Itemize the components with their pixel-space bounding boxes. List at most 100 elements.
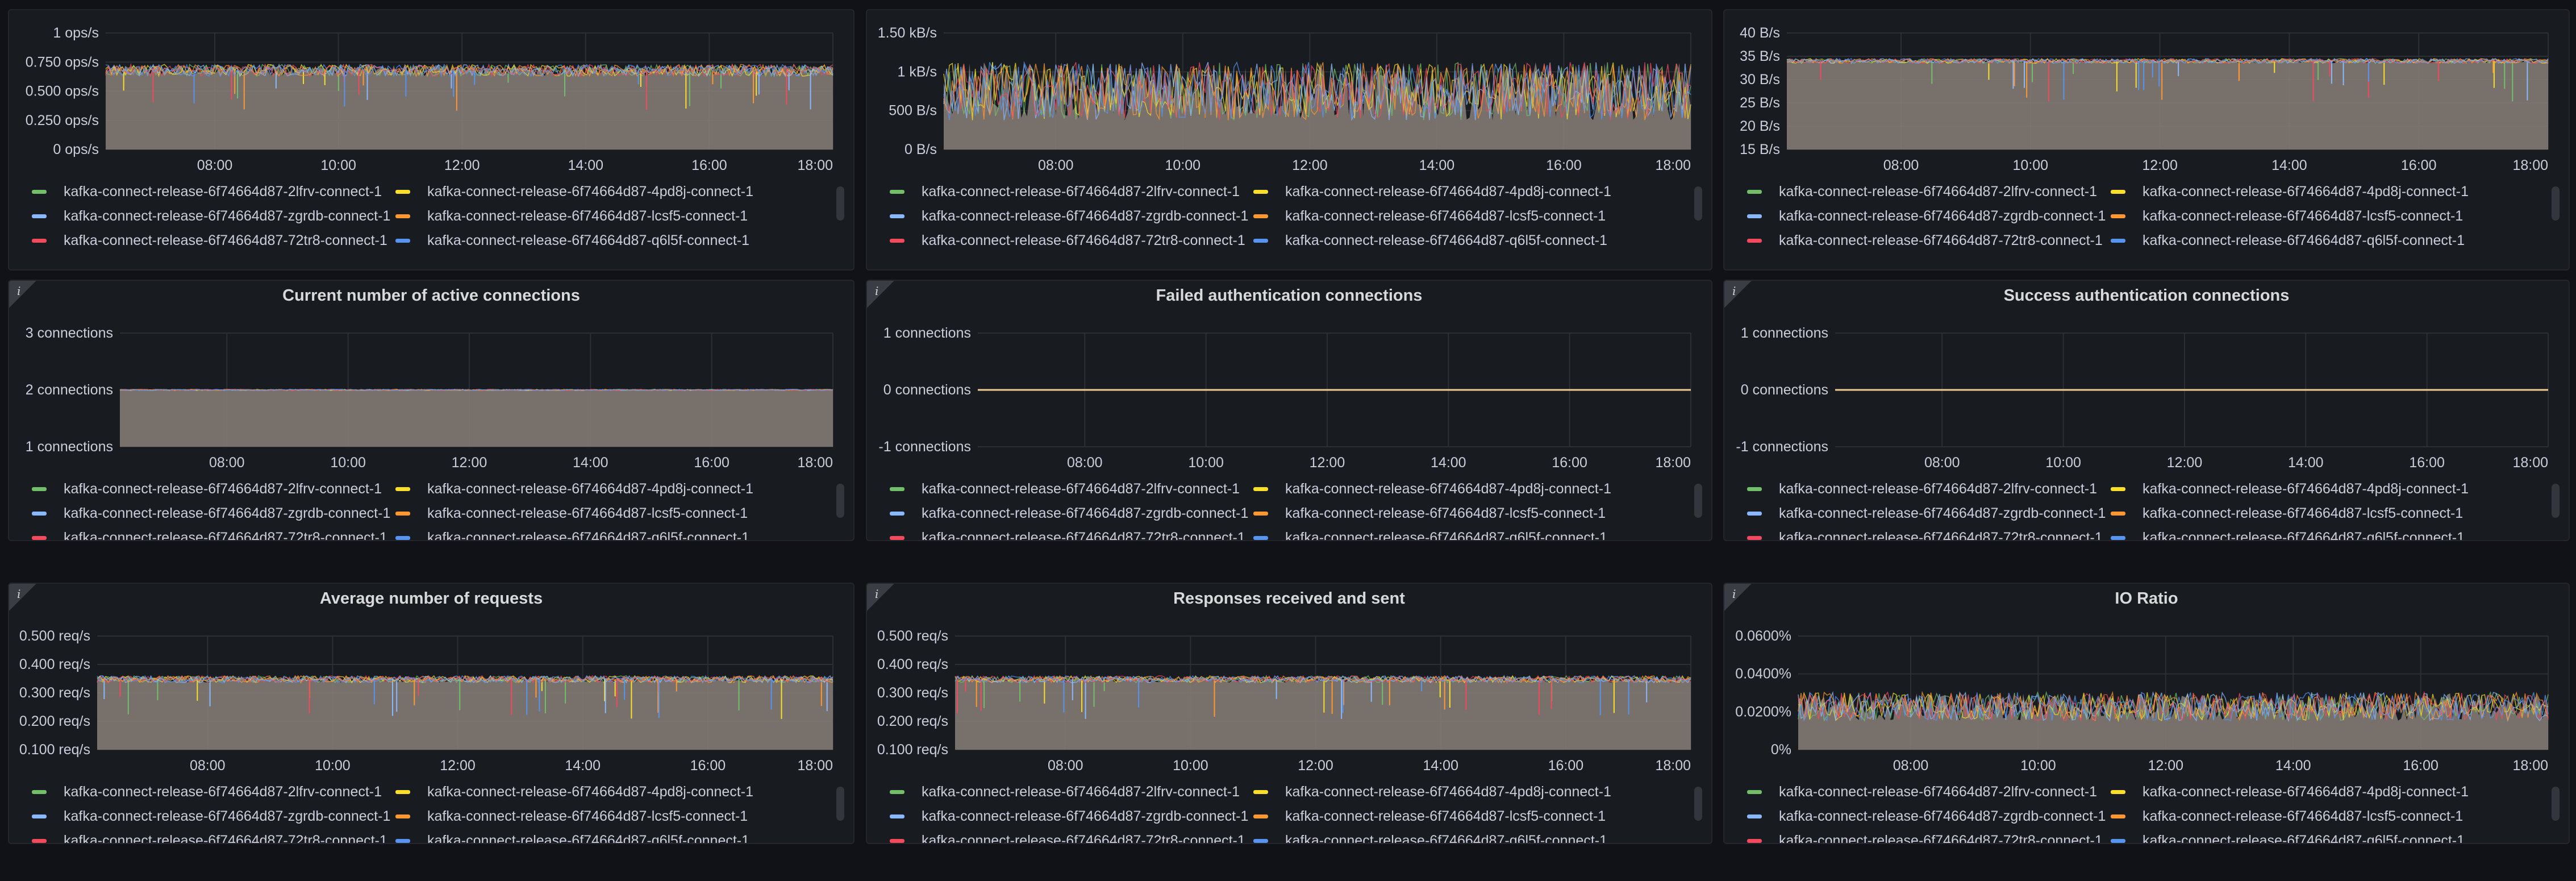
- legend-swatch-icon: [395, 790, 410, 794]
- chart-p7[interactable]: 0.500 req/s 0.400 req/s 0.300 req/s 0.200 r…: [9, 584, 855, 778]
- chart-p2[interactable]: 1.50 kB/s 1 kB/s 500 B/s 0 B/s 08:00 10:00 12:…: [867, 10, 1712, 178]
- panel-p2[interactable]: 1.50 kB/s 1 kB/s 500 B/s 0 B/s 08:00 10:00 12:…: [866, 9, 1712, 271]
- legend-scrollbar[interactable]: [836, 787, 844, 821]
- panel-info-icon[interactable]: i: [867, 281, 894, 308]
- legend-scrollbar[interactable]: [836, 484, 844, 518]
- panel-p5[interactable]: i Failed authentication connections 1 conn…: [866, 280, 1712, 541]
- legend-item[interactable]: kafka-connect-release-6f74664d87-lcsf5-c…: [2111, 505, 2463, 522]
- legend-item[interactable]: kafka-connect-release-6f74664d87-72tr8-c…: [1747, 530, 2103, 540]
- legend-item[interactable]: kafka-connect-release-6f74664d87-lcsf5-c…: [2111, 208, 2463, 225]
- panel-p3[interactable]: 40 B/s 35 B/s 30 B/s 25 B/s 20 B/s 15 B/s 08:0…: [1723, 9, 2570, 271]
- legend-item[interactable]: kafka-connect-release-6f74664d87-72tr8-c…: [1747, 232, 2103, 249]
- legend-item[interactable]: kafka-connect-release-6f74664d87-72tr8-c…: [890, 232, 1245, 249]
- legend-swatch-icon: [1747, 512, 1762, 516]
- legend-item[interactable]: kafka-connect-release-6f74664d87-72tr8-c…: [1747, 833, 2103, 843]
- legend-item[interactable]: kafka-connect-release-6f74664d87-zgrdb-c…: [32, 505, 390, 522]
- series-line-2: [105, 63, 833, 78]
- legend-item[interactable]: kafka-connect-release-6f74664d87-4pd8j-c…: [2111, 784, 2469, 800]
- panel-p9[interactable]: i IO Ratio 0.0600% 0.0400% 0.0200% 0% 08:00 10:…: [1723, 583, 2570, 844]
- legend-item[interactable]: kafka-connect-release-6f74664d87-lcsf5-c…: [395, 808, 748, 825]
- panel-p6[interactable]: i Success authentication connections 1 con…: [1723, 280, 2570, 541]
- legend-item[interactable]: kafka-connect-release-6f74664d87-4pd8j-c…: [395, 481, 753, 497]
- legend-item[interactable]: kafka-connect-release-6f74664d87-2lfrv-c…: [890, 184, 1240, 200]
- legend-item[interactable]: kafka-connect-release-6f74664d87-2lfrv-c…: [1747, 184, 2097, 200]
- chart-p4[interactable]: 3 connections 2 connections 1 connections 0…: [9, 281, 855, 475]
- series-line-5: [1798, 692, 2549, 722]
- legend-item[interactable]: kafka-connect-release-6f74664d87-zgrdb-c…: [32, 208, 390, 225]
- legend-item[interactable]: kafka-connect-release-6f74664d87-q6l5f-c…: [1253, 232, 1607, 249]
- panel-p8[interactable]: i Responses received and sent 0.500 req/s 0…: [866, 583, 1712, 844]
- panel-p1[interactable]: 1 ops/s 0.750 ops/s 0.500 ops/s 0.250 ops/s…: [8, 9, 855, 271]
- series-line-4: [1786, 57, 2549, 64]
- legend-item[interactable]: kafka-connect-release-6f74664d87-q6l5f-c…: [395, 530, 749, 540]
- legend-item[interactable]: kafka-connect-release-6f74664d87-q6l5f-c…: [2111, 232, 2465, 249]
- legend-scrollbar[interactable]: [1694, 484, 1702, 518]
- legend-row: kafka-connect-release-6f74664d87-72tr8-c…: [1747, 232, 2542, 255]
- legend-label: kafka-connect-release-6f74664d87-lcsf5-c…: [427, 208, 748, 224]
- panel-p4[interactable]: i Current number of active connections 3 c…: [8, 280, 855, 541]
- legend-item[interactable]: kafka-connect-release-6f74664d87-72tr8-c…: [32, 232, 387, 249]
- panel-legend: kafka-connect-release-6f74664d87-2lfrv-c…: [890, 184, 1689, 257]
- panel-info-icon[interactable]: i: [9, 584, 36, 611]
- legend-item[interactable]: kafka-connect-release-6f74664d87-q6l5f-c…: [2111, 833, 2465, 843]
- chart-p1[interactable]: 1 ops/s 0.750 ops/s 0.500 ops/s 0.250 ops/s…: [9, 10, 855, 178]
- chart-p6[interactable]: 1 connections 0 connections -1 connections…: [1724, 281, 2570, 475]
- legend-item[interactable]: kafka-connect-release-6f74664d87-4pd8j-c…: [395, 784, 753, 800]
- legend-item[interactable]: kafka-connect-release-6f74664d87-4pd8j-c…: [2111, 184, 2469, 200]
- legend-item[interactable]: kafka-connect-release-6f74664d87-zgrdb-c…: [1747, 505, 2106, 522]
- panel-p7[interactable]: i Average number of requests 0.500 req/s 0.…: [8, 583, 855, 844]
- legend-item[interactable]: kafka-connect-release-6f74664d87-2lfrv-c…: [32, 784, 382, 800]
- legend-item[interactable]: kafka-connect-release-6f74664d87-lcsf5-c…: [1253, 808, 1606, 825]
- legend-item[interactable]: kafka-connect-release-6f74664d87-4pd8j-c…: [2111, 481, 2469, 497]
- legend-item[interactable]: kafka-connect-release-6f74664d87-zgrdb-c…: [890, 808, 1248, 825]
- legend-scrollbar[interactable]: [2552, 484, 2560, 518]
- legend-item[interactable]: kafka-connect-release-6f74664d87-q6l5f-c…: [395, 232, 749, 249]
- legend-label: kafka-connect-release-6f74664d87-4pd8j-c…: [427, 184, 753, 200]
- chart-p8[interactable]: 0.500 req/s 0.400 req/s 0.300 req/s 0.200 r…: [867, 584, 1712, 778]
- legend-item[interactable]: kafka-connect-release-6f74664d87-zgrdb-c…: [1747, 208, 2106, 225]
- legend-item[interactable]: kafka-connect-release-6f74664d87-4pd8j-c…: [1253, 481, 1611, 497]
- legend-item[interactable]: kafka-connect-release-6f74664d87-lcsf5-c…: [1253, 208, 1606, 225]
- chart-p5[interactable]: 1 connections 0 connections -1 connections…: [867, 281, 1712, 475]
- legend-item[interactable]: kafka-connect-release-6f74664d87-4pd8j-c…: [1253, 184, 1611, 200]
- legend-item[interactable]: kafka-connect-release-6f74664d87-2lfrv-c…: [890, 481, 1240, 497]
- legend-item[interactable]: kafka-connect-release-6f74664d87-72tr8-c…: [890, 833, 1245, 843]
- legend-row: kafka-connect-release-6f74664d87-72tr8-c…: [32, 530, 827, 540]
- legend-item[interactable]: kafka-connect-release-6f74664d87-q6l5f-c…: [1253, 530, 1607, 540]
- panel-info-icon[interactable]: i: [1724, 281, 1752, 308]
- panel-info-icon[interactable]: i: [9, 281, 36, 308]
- legend-item[interactable]: kafka-connect-release-6f74664d87-lcsf5-c…: [1253, 505, 1606, 522]
- legend-item[interactable]: kafka-connect-release-6f74664d87-zgrdb-c…: [890, 505, 1248, 522]
- panel-info-icon[interactable]: i: [867, 584, 894, 611]
- series-line-2: [1798, 691, 2549, 722]
- legend-item[interactable]: kafka-connect-release-6f74664d87-4pd8j-c…: [1253, 784, 1611, 800]
- legend-scrollbar[interactable]: [2552, 787, 2560, 821]
- panel-info-icon[interactable]: i: [1724, 584, 1752, 611]
- legend-item[interactable]: kafka-connect-release-6f74664d87-2lfrv-c…: [32, 184, 382, 200]
- chart-p9[interactable]: 0.0600% 0.0400% 0.0200% 0% 08:00 10:00 12:00 14…: [1724, 584, 2570, 778]
- x-tick-label: 08:00: [1048, 758, 1083, 774]
- legend-item[interactable]: kafka-connect-release-6f74664d87-2lfrv-c…: [890, 784, 1240, 800]
- legend-scrollbar[interactable]: [1694, 186, 1702, 221]
- legend-item[interactable]: kafka-connect-release-6f74664d87-lcsf5-c…: [395, 208, 748, 225]
- legend-item[interactable]: kafka-connect-release-6f74664d87-q6l5f-c…: [2111, 530, 2465, 540]
- legend-label: kafka-connect-release-6f74664d87-4pd8j-c…: [2143, 481, 2469, 497]
- legend-scrollbar[interactable]: [2552, 186, 2560, 221]
- legend-item[interactable]: kafka-connect-release-6f74664d87-2lfrv-c…: [32, 481, 382, 497]
- legend-scrollbar[interactable]: [836, 186, 844, 221]
- legend-item[interactable]: kafka-connect-release-6f74664d87-2lfrv-c…: [1747, 481, 2097, 497]
- chart-p3[interactable]: 40 B/s 35 B/s 30 B/s 25 B/s 20 B/s 15 B/s 08:0…: [1724, 10, 2570, 178]
- legend-item[interactable]: kafka-connect-release-6f74664d87-q6l5f-c…: [395, 833, 749, 843]
- legend-item[interactable]: kafka-connect-release-6f74664d87-zgrdb-c…: [1747, 808, 2106, 825]
- legend-item[interactable]: kafka-connect-release-6f74664d87-72tr8-c…: [890, 530, 1245, 540]
- legend-item[interactable]: kafka-connect-release-6f74664d87-zgrdb-c…: [32, 808, 390, 825]
- legend-item[interactable]: kafka-connect-release-6f74664d87-72tr8-c…: [32, 833, 387, 843]
- legend-item[interactable]: kafka-connect-release-6f74664d87-2lfrv-c…: [1747, 784, 2097, 800]
- legend-scrollbar[interactable]: [1694, 787, 1702, 821]
- legend-item[interactable]: kafka-connect-release-6f74664d87-q6l5f-c…: [1253, 833, 1607, 843]
- legend-item[interactable]: kafka-connect-release-6f74664d87-4pd8j-c…: [395, 184, 753, 200]
- legend-item[interactable]: kafka-connect-release-6f74664d87-72tr8-c…: [32, 530, 387, 540]
- legend-item[interactable]: kafka-connect-release-6f74664d87-lcsf5-c…: [2111, 808, 2463, 825]
- legend-item[interactable]: kafka-connect-release-6f74664d87-lcsf5-c…: [395, 505, 748, 522]
- legend-item[interactable]: kafka-connect-release-6f74664d87-zgrdb-c…: [890, 208, 1248, 225]
